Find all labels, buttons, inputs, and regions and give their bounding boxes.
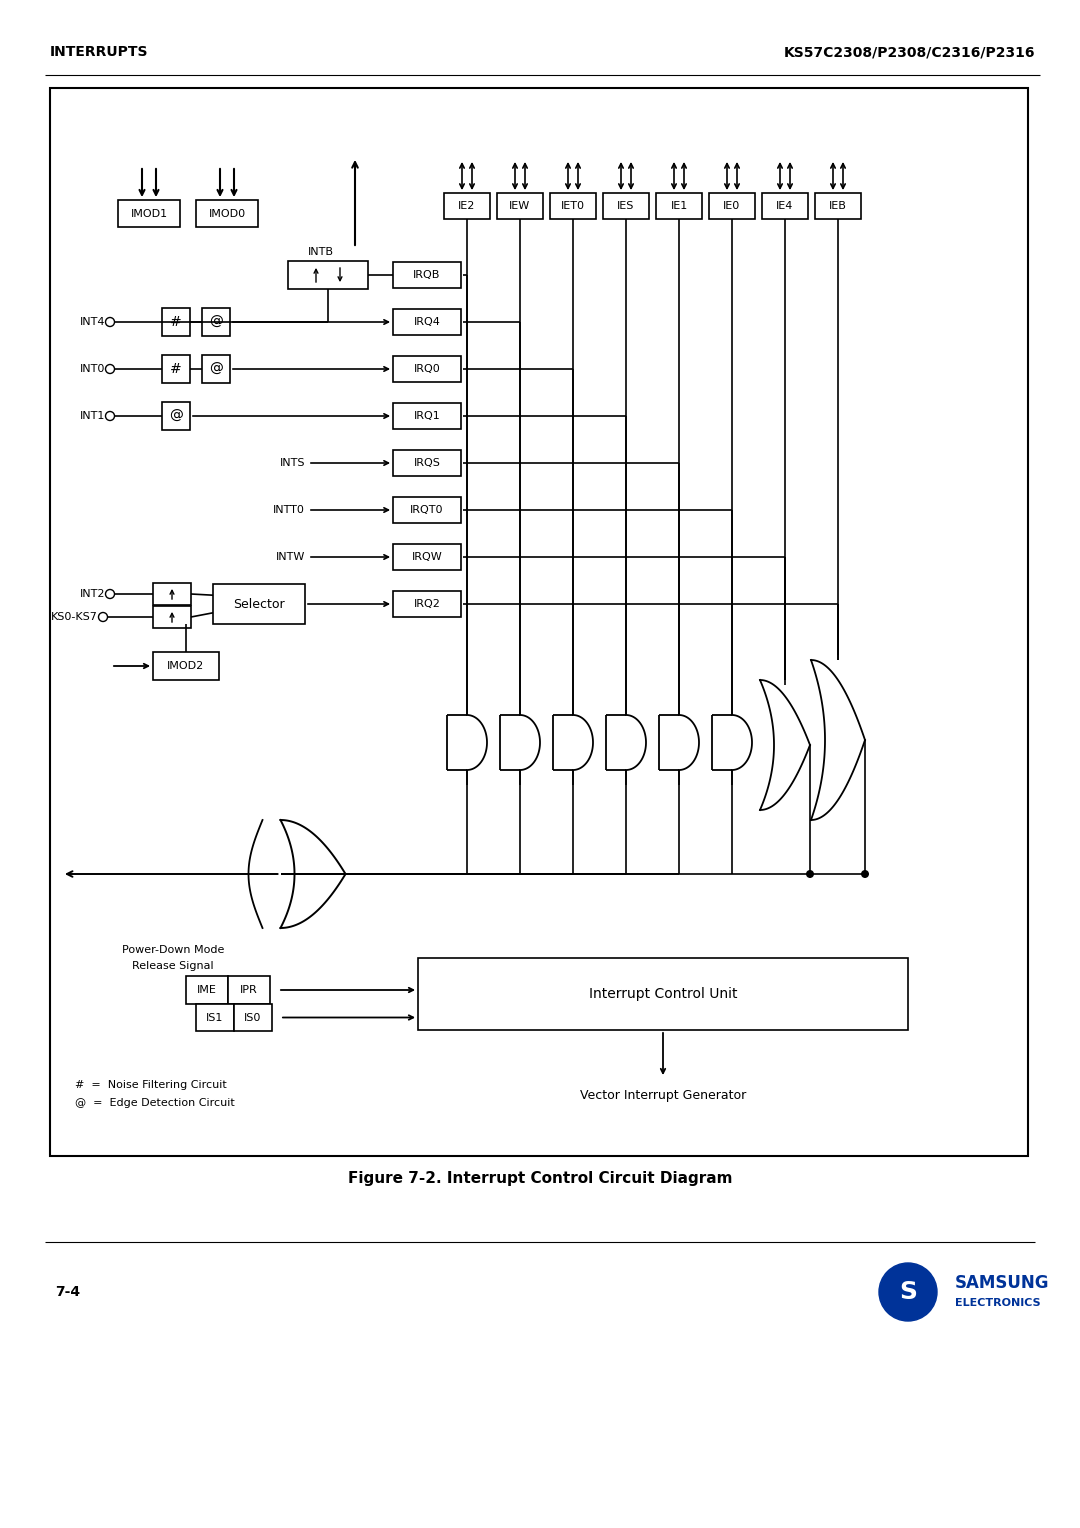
Polygon shape — [393, 591, 461, 617]
Text: INTW: INTW — [275, 552, 305, 562]
Polygon shape — [393, 309, 461, 335]
Text: IRQ2: IRQ2 — [414, 599, 441, 610]
Text: IRQS: IRQS — [414, 458, 441, 468]
Polygon shape — [195, 1004, 234, 1031]
Text: IS1: IS1 — [206, 1013, 224, 1022]
Text: @: @ — [170, 410, 183, 423]
Text: KS0-KS7: KS0-KS7 — [51, 613, 98, 622]
Text: INT0: INT0 — [80, 364, 105, 374]
Polygon shape — [762, 193, 808, 219]
Polygon shape — [603, 193, 649, 219]
Polygon shape — [288, 261, 368, 289]
Polygon shape — [708, 193, 755, 219]
Text: IME: IME — [197, 986, 217, 995]
Polygon shape — [195, 200, 258, 228]
Text: INTERRUPTS: INTERRUPTS — [50, 44, 149, 60]
Polygon shape — [50, 89, 1028, 1157]
Text: #  =  Noise Filtering Circuit: # = Noise Filtering Circuit — [75, 1080, 227, 1089]
Text: IPR: IPR — [240, 986, 258, 995]
Text: INTB: INTB — [308, 248, 334, 257]
Text: IMOD2: IMOD2 — [167, 662, 204, 671]
Polygon shape — [153, 652, 219, 680]
Polygon shape — [656, 193, 702, 219]
Polygon shape — [393, 403, 461, 429]
Text: #: # — [171, 362, 181, 376]
Text: IET0: IET0 — [561, 202, 585, 211]
Text: IRQ1: IRQ1 — [414, 411, 441, 422]
Ellipse shape — [879, 1264, 937, 1322]
Polygon shape — [393, 261, 461, 287]
Text: INTS: INTS — [280, 458, 305, 468]
Text: IE4: IE4 — [777, 202, 794, 211]
Polygon shape — [815, 193, 861, 219]
Text: IEW: IEW — [510, 202, 530, 211]
Polygon shape — [393, 544, 461, 570]
Polygon shape — [186, 976, 228, 1004]
Text: IS0: IS0 — [244, 1013, 261, 1022]
Polygon shape — [393, 356, 461, 382]
Circle shape — [806, 869, 814, 879]
Text: KS57C2308/P2308/C2316/P2316: KS57C2308/P2308/C2316/P2316 — [783, 44, 1035, 60]
Text: Vector Interrupt Generator: Vector Interrupt Generator — [580, 1088, 746, 1102]
Text: INT4: INT4 — [80, 316, 105, 327]
Text: INT1: INT1 — [80, 411, 105, 422]
Polygon shape — [234, 1004, 272, 1031]
Polygon shape — [418, 958, 908, 1030]
Text: ELECTRONICS: ELECTRONICS — [955, 1297, 1041, 1308]
Polygon shape — [202, 309, 230, 336]
Polygon shape — [228, 976, 270, 1004]
Polygon shape — [153, 607, 191, 628]
Polygon shape — [162, 354, 190, 384]
Text: Power-Down Mode: Power-Down Mode — [122, 944, 225, 955]
Text: IE1: IE1 — [671, 202, 688, 211]
Circle shape — [861, 869, 869, 879]
Text: #: # — [171, 315, 181, 329]
Text: S: S — [899, 1280, 917, 1303]
Text: 7-4: 7-4 — [55, 1285, 80, 1299]
Text: IE2: IE2 — [458, 202, 475, 211]
Polygon shape — [393, 451, 461, 477]
Text: IRQW: IRQW — [411, 552, 443, 562]
Text: IMOD1: IMOD1 — [131, 208, 167, 219]
Polygon shape — [213, 584, 305, 623]
Text: Figure 7-2. Interrupt Control Circuit Diagram: Figure 7-2. Interrupt Control Circuit Di… — [348, 1170, 732, 1186]
Text: Interrupt Control Unit: Interrupt Control Unit — [589, 987, 738, 1001]
Text: @: @ — [210, 315, 222, 329]
Polygon shape — [550, 193, 596, 219]
Text: IE0: IE0 — [724, 202, 741, 211]
Text: IRQB: IRQB — [414, 270, 441, 280]
Polygon shape — [162, 402, 190, 429]
Text: INT2: INT2 — [80, 588, 105, 599]
Text: SAMSUNG: SAMSUNG — [955, 1274, 1050, 1293]
Text: IES: IES — [618, 202, 635, 211]
Text: Selector: Selector — [233, 597, 285, 611]
Polygon shape — [202, 354, 230, 384]
Text: @: @ — [210, 362, 222, 376]
Text: Release Signal: Release Signal — [132, 961, 214, 970]
Text: IMOD0: IMOD0 — [208, 208, 245, 219]
Polygon shape — [393, 497, 461, 523]
Polygon shape — [444, 193, 490, 219]
Polygon shape — [118, 200, 180, 228]
Polygon shape — [497, 193, 543, 219]
Text: IRQ0: IRQ0 — [414, 364, 441, 374]
Polygon shape — [162, 309, 190, 336]
Text: IRQT0: IRQT0 — [410, 504, 444, 515]
Polygon shape — [153, 584, 191, 605]
Text: @  =  Edge Detection Circuit: @ = Edge Detection Circuit — [75, 1099, 234, 1108]
Text: INTT0: INTT0 — [273, 504, 305, 515]
Text: IRQ4: IRQ4 — [414, 316, 441, 327]
Text: IEB: IEB — [829, 202, 847, 211]
